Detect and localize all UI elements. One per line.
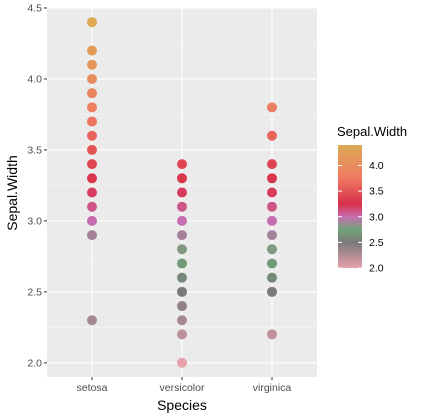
legend-colorbar — [338, 145, 362, 268]
data-point — [87, 17, 97, 28]
data-point — [267, 329, 277, 340]
data-point — [87, 173, 97, 184]
data-point — [267, 258, 277, 269]
x-tick-label: setosa — [77, 382, 108, 394]
y-tick-label: 4.0 — [27, 73, 42, 85]
legend-title: Sepal.Width — [337, 124, 407, 139]
legend-label: 3.0 — [369, 211, 384, 223]
data-point — [267, 159, 277, 170]
data-point — [267, 201, 277, 212]
data-point — [177, 329, 187, 340]
data-point — [177, 201, 187, 212]
data-point — [87, 230, 97, 241]
data-point — [177, 159, 187, 170]
data-point — [177, 286, 187, 297]
data-point — [177, 187, 187, 198]
data-point — [87, 102, 97, 113]
data-point — [267, 173, 277, 184]
x-tick-label: virginica — [253, 382, 292, 394]
data-point — [87, 201, 97, 212]
data-point — [87, 144, 97, 155]
y-axis-ticks: 2.0 2.5 3.0 3.5 4.0 4.5 — [27, 3, 47, 369]
legend-label: 3.5 — [369, 186, 384, 198]
data-point — [177, 301, 187, 312]
y-axis-title: Sepal.Width — [4, 155, 20, 230]
data-point — [177, 244, 187, 255]
data-point — [177, 258, 187, 269]
x-tick-label: versicolor — [160, 382, 205, 394]
data-point — [87, 315, 97, 326]
color-legend: Sepal.Width 4.0 3.5 3.0 2.5 2.0 — [337, 124, 407, 275]
data-point — [177, 357, 187, 368]
legend-label: 4.0 — [369, 160, 384, 172]
y-tick-label: 3.0 — [27, 215, 42, 227]
data-point — [87, 73, 97, 84]
data-point — [267, 215, 277, 226]
data-point — [177, 215, 187, 226]
data-point — [267, 272, 277, 283]
data-point — [267, 286, 277, 297]
y-tick-label: 2.0 — [27, 357, 42, 369]
data-point — [87, 159, 97, 170]
data-point — [87, 187, 97, 198]
y-tick-label: 2.5 — [27, 286, 42, 298]
data-point — [177, 173, 187, 184]
data-point — [177, 272, 187, 283]
x-axis-ticks: setosa versicolor virginica — [77, 377, 292, 394]
data-points — [87, 17, 277, 368]
data-point — [177, 315, 187, 326]
x-axis-title: Species — [157, 397, 207, 413]
y-tick-label: 4.5 — [27, 3, 42, 15]
data-point — [87, 215, 97, 226]
legend-label: 2.5 — [369, 237, 384, 249]
data-point — [87, 88, 97, 99]
data-point — [267, 230, 277, 241]
data-point — [177, 230, 187, 241]
data-point — [87, 45, 97, 56]
data-point — [87, 116, 97, 127]
y-tick-label: 3.5 — [27, 144, 42, 156]
legend-label: 2.0 — [369, 263, 384, 275]
data-point — [267, 244, 277, 255]
data-point — [267, 187, 277, 198]
data-point — [87, 130, 97, 141]
legend-ticks: 4.0 3.5 3.0 2.5 2.0 — [338, 160, 384, 275]
data-point — [87, 59, 97, 70]
data-point — [267, 130, 277, 141]
data-point — [267, 102, 277, 113]
